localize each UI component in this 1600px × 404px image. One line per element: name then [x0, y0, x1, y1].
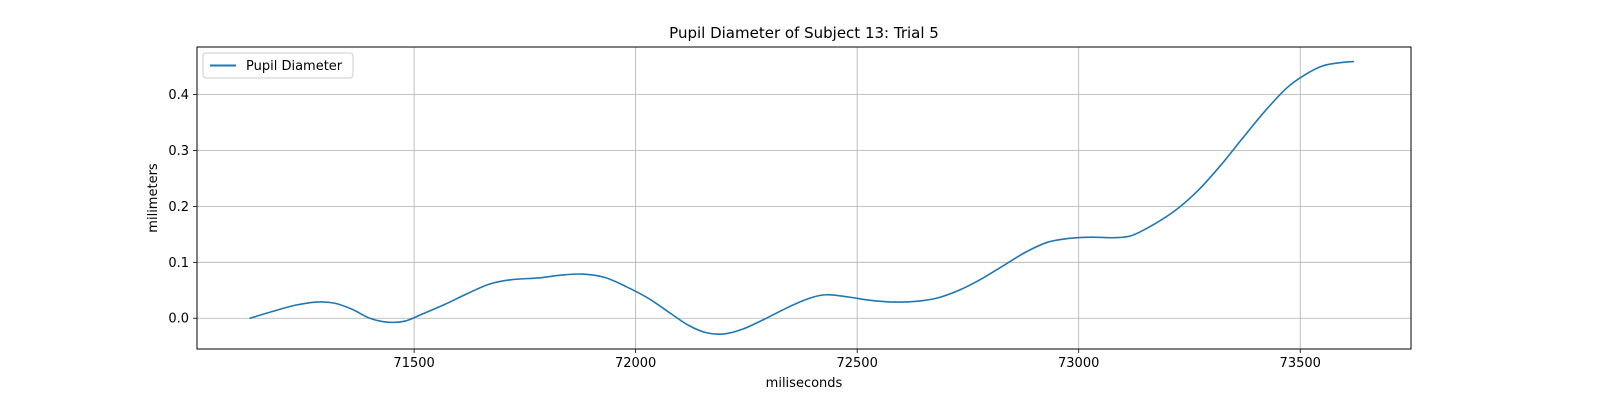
series-line-pupil-diameter — [249, 60, 1355, 335]
y-tick-label: 0.3 — [168, 144, 189, 159]
chart-title: Pupil Diameter of Subject 13: Trial 5 — [669, 24, 939, 42]
y-tick-label: 0.1 — [168, 256, 189, 271]
x-tick-label: 72500 — [836, 356, 877, 371]
x-tick-label: 71500 — [393, 356, 434, 371]
y-tick-label: 0.4 — [168, 88, 189, 103]
series-layer — [249, 60, 1355, 335]
x-tick-label: 73500 — [1280, 356, 1321, 371]
y-tick-label: 0.0 — [168, 312, 189, 327]
legend-label-pupil-diameter: Pupil Diameter — [246, 59, 343, 74]
y-axis-label: milimeters — [146, 163, 161, 233]
legend: Pupil Diameter — [202, 52, 354, 79]
grid — [197, 47, 1411, 349]
plot-frame — [196, 46, 1412, 350]
ticks: 71500 72000 72500 73000 73500 0.0 0.1 0.2 0.3 0.4 — [168, 88, 1321, 371]
x-tick-label: 73000 — [1058, 356, 1099, 371]
x-axis-label: miliseconds — [766, 376, 843, 391]
x-tick-label: 72000 — [615, 356, 656, 371]
legend-box — [202, 52, 354, 79]
y-tick-label: 0.2 — [168, 200, 189, 215]
